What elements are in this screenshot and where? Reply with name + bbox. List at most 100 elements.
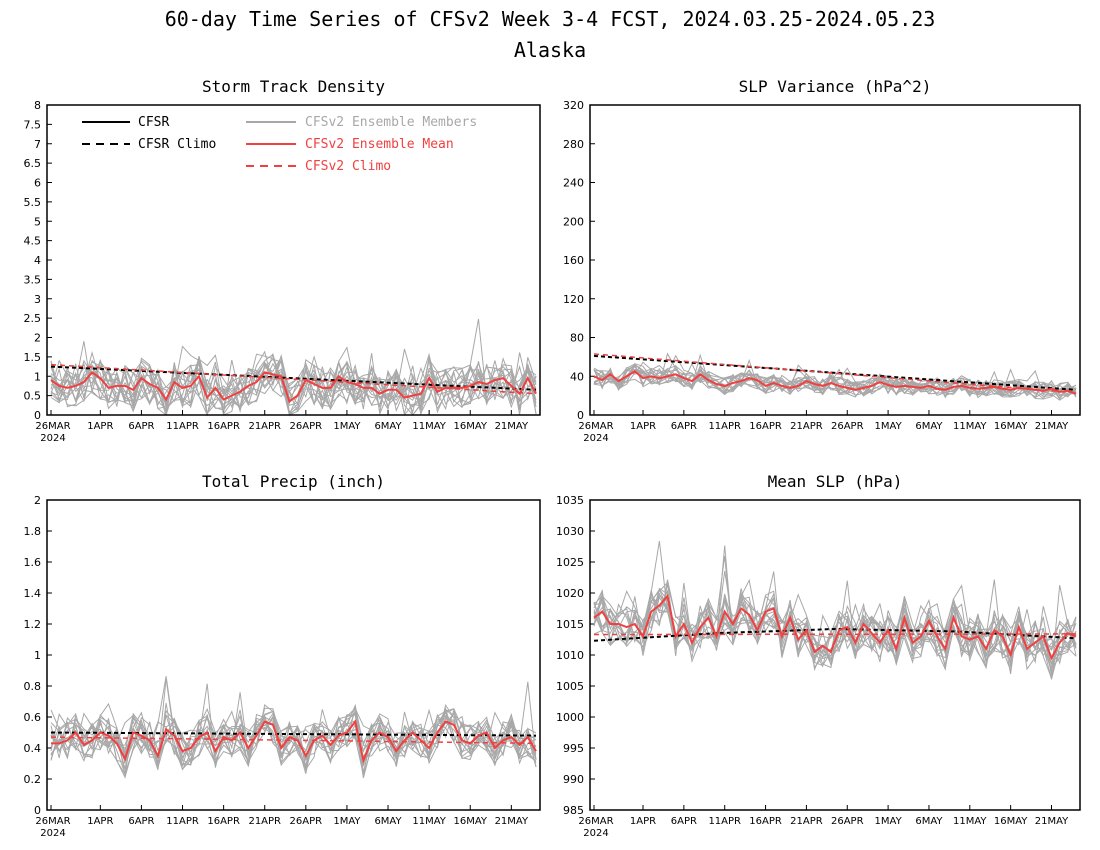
- legend-label: CFSR Climo: [138, 137, 216, 152]
- x-tick-label: 26MAR: [35, 816, 70, 827]
- panel-title: Total Precip (inch): [202, 472, 385, 491]
- ensemble-member-line: [50, 704, 537, 771]
- legend-label: CFSv2 Climo: [305, 159, 391, 174]
- x-tick-label: 16MAY: [994, 816, 1028, 827]
- x-tick-label: 6APR: [671, 421, 697, 432]
- ensemble-member-line: [593, 367, 1077, 399]
- x-tick-label: 21MAY: [1035, 816, 1069, 827]
- x-tick-label: 21MAY: [495, 816, 529, 827]
- chart-panel-4: Mean SLP (hPa) 985 990 995 1000 1005 1010 1015 1…: [556, 472, 1081, 839]
- y-tick-label: 2: [34, 332, 41, 345]
- y-tick-label: 2.5: [24, 312, 42, 325]
- ensemble-member-line: [50, 318, 537, 414]
- y-tick-label: 0.8: [24, 680, 42, 693]
- ensemble-member-line: [50, 708, 537, 765]
- y-tick-label: 4: [34, 254, 41, 267]
- y-tick-label: 1.5: [24, 351, 42, 364]
- y-tick-label: 240: [563, 177, 584, 190]
- cfsr-climo-line: [593, 354, 1077, 391]
- panel-title: SLP Variance (hPa^2): [739, 77, 932, 96]
- y-tick-label: 5: [34, 215, 41, 228]
- y-tick-label: 2: [34, 494, 41, 507]
- y-tick-label: 0: [34, 804, 41, 817]
- x-tick-label: 21MAY: [495, 421, 529, 432]
- ensemble-member-line: [593, 579, 1077, 668]
- y-tick-label: 5.5: [24, 196, 42, 209]
- y-tick-label: 0: [34, 409, 41, 422]
- y-tick-label: 80: [570, 332, 584, 345]
- y-tick-label: 120: [563, 293, 584, 306]
- y-tick-label: 990: [563, 773, 584, 786]
- x-tick-label: 26APR: [831, 816, 864, 827]
- x-tick-label: 1APR: [87, 816, 113, 827]
- y-tick-label: 4.5: [24, 235, 42, 248]
- x-tick-label: 6MAY: [915, 816, 943, 827]
- x-tick-label: 6MAY: [374, 421, 402, 432]
- ensemble-member-line: [50, 350, 537, 416]
- chart-panel-3: Total Precip (inch) 0 0.2 0.4 0.6 0.8 1 1.2 1.4 1…: [24, 472, 541, 839]
- y-tick-label: 0.2: [24, 773, 42, 786]
- y-tick-label: 1: [34, 370, 41, 383]
- y-tick-label: 1010: [556, 649, 584, 662]
- ensemble-mean-line: [50, 371, 537, 403]
- ensemble-members: [50, 676, 537, 779]
- ensemble-mean-line: [593, 593, 1077, 661]
- x-tick-label: 16APR: [749, 816, 782, 827]
- y-tick-label: 200: [563, 215, 584, 228]
- ensemble-member-line: [593, 354, 1077, 397]
- y-tick-label: 3.5: [24, 273, 42, 286]
- panel-title: Storm Track Density: [202, 77, 385, 96]
- y-tick-label: 1005: [556, 680, 584, 693]
- x-tick-label: 21APR: [248, 816, 281, 827]
- x-tick-label: 26MAR: [35, 421, 70, 432]
- x-tick-year: 2024: [40, 433, 65, 444]
- x-tick-year: 2024: [40, 828, 65, 839]
- y-tick-label: 0: [577, 409, 584, 422]
- legend-label: CFSv2 Ensemble Members: [305, 115, 477, 130]
- plot-frame: [46, 499, 541, 811]
- plot-frame: [46, 104, 541, 416]
- y-tick-label: 0.5: [24, 390, 42, 403]
- x-tick-label: 11APR: [166, 421, 199, 432]
- ensemble-member-line: [50, 707, 537, 778]
- x-tick-label: 26APR: [831, 421, 864, 432]
- x-tick-label: 11MAY: [953, 421, 987, 432]
- y-tick-label: 160: [563, 254, 584, 267]
- cfsr-climo-line: [50, 365, 537, 391]
- ensemble-mean-line: [51, 719, 537, 764]
- chart-panel-1: Storm Track Density 0 0.5 1 1.5 2 2.5 3 3.5 4 4.5 5…: [24, 77, 541, 444]
- y-tick-label: 1.8: [24, 525, 42, 538]
- x-tick-label: 11MAY: [412, 421, 446, 432]
- ensemble-members: [50, 318, 537, 417]
- x-tick-label: 1MAY: [333, 816, 361, 827]
- panel-title: Mean SLP (hPa): [768, 472, 903, 491]
- y-tick-label: 40: [570, 370, 584, 383]
- y-tick-label: 7: [34, 138, 41, 151]
- y-tick-label: 3: [34, 293, 41, 306]
- ensemble-member-line: [50, 345, 537, 416]
- plot-frame: [589, 104, 1081, 416]
- x-tick-label: 21APR: [790, 816, 823, 827]
- x-tick-label: 6MAY: [915, 421, 943, 432]
- y-tick-label: 1.2: [24, 618, 42, 631]
- x-tick-label: 6APR: [128, 421, 154, 432]
- x-tick-label: 6MAY: [374, 816, 402, 827]
- x-tick-year: 2024: [583, 828, 608, 839]
- x-tick-label: 1MAY: [333, 421, 361, 432]
- x-tick-label: 21APR: [248, 421, 281, 432]
- y-tick-label: 8: [34, 99, 41, 112]
- legend-label: CFSv2 Ensemble Mean: [305, 137, 454, 152]
- ensemble-members: [593, 541, 1077, 681]
- x-tick-label: 11APR: [166, 816, 199, 827]
- x-tick-label: 6APR: [128, 816, 154, 827]
- ensemble-member-line: [50, 348, 537, 415]
- x-tick-label: 26MAR: [578, 421, 613, 432]
- ensemble-member-line: [593, 588, 1077, 660]
- chart-panel-2: SLP Variance (hPa^2) 0 40 80 120 160 200 240 280…: [563, 77, 1081, 444]
- figure-subtitle: Alaska: [514, 38, 586, 62]
- y-tick-label: 6: [34, 177, 41, 190]
- x-tick-year: 2024: [583, 433, 608, 444]
- y-tick-label: 995: [563, 742, 584, 755]
- x-tick-label: 1APR: [630, 421, 656, 432]
